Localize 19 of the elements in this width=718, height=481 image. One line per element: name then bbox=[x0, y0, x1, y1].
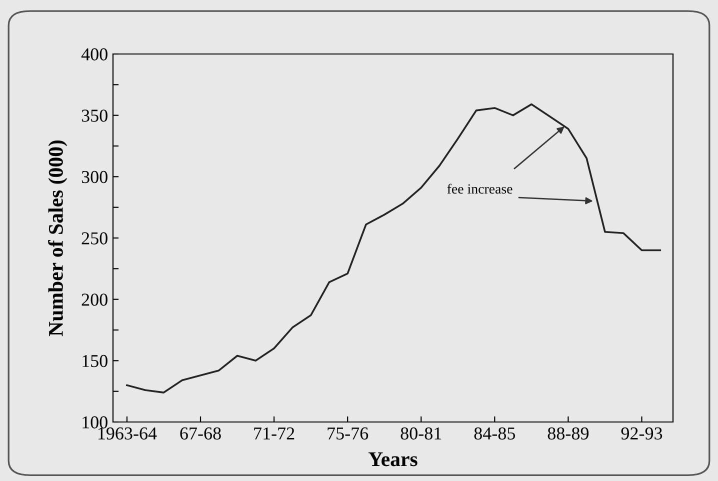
x-tick-label: 67-68 bbox=[180, 427, 221, 440]
y-tick-label: 400 bbox=[81, 48, 108, 60]
x-tick-label: 1963-64 bbox=[98, 427, 157, 440]
x-tick-label: 75-76 bbox=[328, 427, 368, 440]
x-tick-label: 88-89 bbox=[548, 427, 589, 440]
y-tick-label: 100 bbox=[82, 416, 108, 428]
y-tick-label: 350 bbox=[82, 110, 108, 122]
y-tick-label: 200 bbox=[82, 294, 108, 306]
line-series bbox=[126, 103, 662, 394]
x-tick-label: 71-72 bbox=[254, 427, 294, 440]
y-tick-label: 150 bbox=[82, 354, 108, 368]
y-tick-label: 250 bbox=[82, 232, 108, 244]
y-tick-label: 300 bbox=[82, 170, 108, 184]
annotation: fee increase bbox=[447, 184, 512, 194]
x-tick-label: 84-85 bbox=[474, 427, 516, 440]
x-tick-label: 80-81 bbox=[400, 427, 442, 440]
x-tick-label: 92-93 bbox=[621, 427, 662, 440]
y-axis-title: Number of Sales (000) bbox=[48, 140, 68, 336]
x-axis-title: Years bbox=[368, 452, 418, 466]
